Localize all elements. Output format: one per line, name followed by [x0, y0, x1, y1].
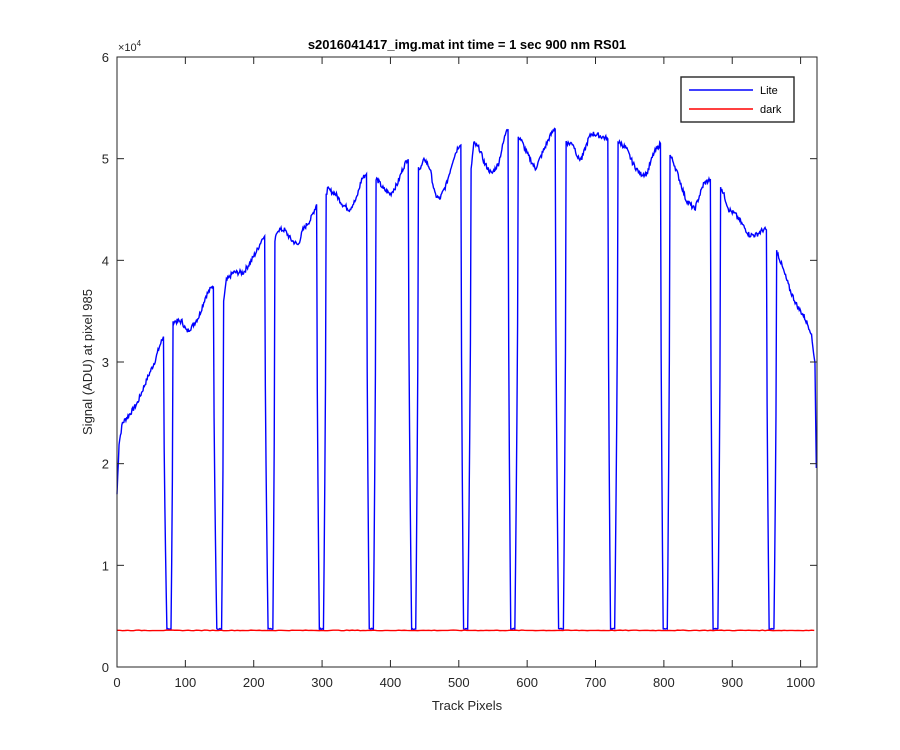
plot-area [117, 57, 817, 667]
legend: Lite dark [680, 76, 795, 123]
plot-background [117, 57, 817, 667]
x-tick-label: 200 [243, 675, 265, 690]
x-tick-label: 800 [653, 675, 675, 690]
legend-box [680, 76, 795, 123]
x-tick-label: 1000 [786, 675, 815, 690]
y-axis-label: Signal (ADU) at pixel 985 [80, 289, 95, 435]
x-tick-label: 300 [311, 675, 333, 690]
x-tick-label: 600 [516, 675, 538, 690]
chart-title: s2016041417_img.mat int time = 1 sec 900… [308, 37, 626, 52]
y-exponent-base: ×10 [118, 42, 137, 54]
x-axis-label: Track Pixels [432, 698, 503, 713]
series-line-lite [116, 127, 818, 632]
y-tick-label: 5 [102, 152, 109, 167]
legend-label-lite: Lite [760, 85, 778, 97]
y-tick-label: 4 [102, 253, 109, 268]
x-tick-label: 100 [175, 675, 197, 690]
legend-label-dark: dark [760, 104, 782, 116]
series-line-dark [116, 629, 815, 632]
y-tick-label: 3 [102, 355, 109, 370]
y-tick-label: 0 [102, 660, 109, 675]
x-tick-label: 900 [721, 675, 743, 690]
y-tick-label: 6 [102, 50, 109, 65]
x-tick-label: 700 [585, 675, 607, 690]
y-tick-label: 1 [102, 558, 109, 573]
y-tick-label: 2 [102, 457, 109, 472]
x-tick-label: 400 [380, 675, 402, 690]
x-tick-label: 500 [448, 675, 470, 690]
y-exponent-label: ×104 [118, 39, 142, 54]
y-exponent-power: 4 [137, 39, 142, 48]
x-tick-label: 0 [113, 675, 120, 690]
